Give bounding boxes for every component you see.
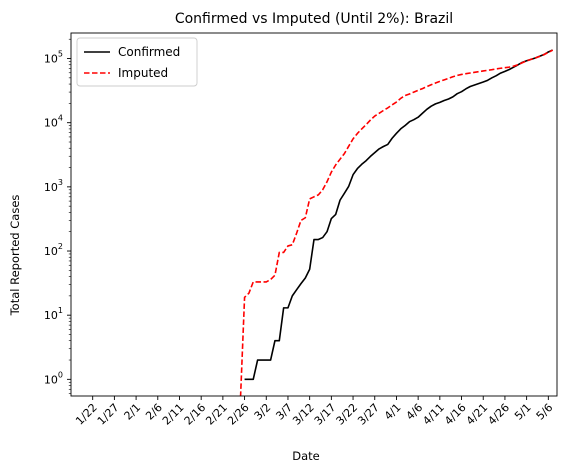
x-tick-label: 3/2 [252,401,274,423]
series-line-confirmed [244,49,553,381]
x-tick-label: 1/27 [95,401,122,428]
x-tick-label: 2/16 [182,401,209,428]
y-axis-ticks: 100 101 102 103 104 105 [44,38,71,394]
legend-label-confirmed: Confirmed [118,45,180,59]
x-tick-label: 5/1 [512,401,534,423]
x-tick-label: 4/16 [442,401,469,428]
legend-box [76,37,198,87]
x-axis-label: Date [292,449,320,463]
x-tick-label: 2/21 [203,401,230,428]
y-axis-label: Total Reported Cases [8,195,22,317]
y-tick-label: 103 [44,178,63,194]
x-tick-label: 1/22 [73,401,100,428]
y-tick-label: 105 [44,50,63,66]
x-tick-label: 3/27 [355,401,382,428]
series-layer [239,49,554,396]
x-tick-label: 2/11 [160,401,187,428]
chart-title: Confirmed vs Imputed (Until 2%): Brazil [175,11,453,27]
x-tick-label: 5/6 [534,401,556,423]
y-tick-label: 102 [44,242,63,258]
plot-area-frame [70,32,558,397]
y-tick-label: 101 [44,306,63,322]
x-tick-label: 4/26 [485,401,512,428]
x-tick-label: 3/17 [312,401,339,428]
x-tick-label: 2/1 [122,401,144,423]
y-tick-label: 100 [44,370,63,386]
x-axis-ticks: 1/221/27 2/1 2/62/112/162/212/26 3/2 3/73/12… [73,396,555,428]
x-tick-label: 4/11 [420,401,447,428]
x-tick-label: 4/1 [382,401,404,423]
x-tick-label: 2/26 [225,401,252,428]
x-tick-label: 3/22 [334,401,361,428]
y-tick-label: 104 [44,114,63,130]
x-tick-label: 4/21 [464,401,491,428]
legend-label-imputed: Imputed [118,66,168,80]
series-line-imputed [239,49,554,396]
x-tick-label: 3/12 [290,401,317,428]
legend: Confirmed Imputed [76,37,198,87]
